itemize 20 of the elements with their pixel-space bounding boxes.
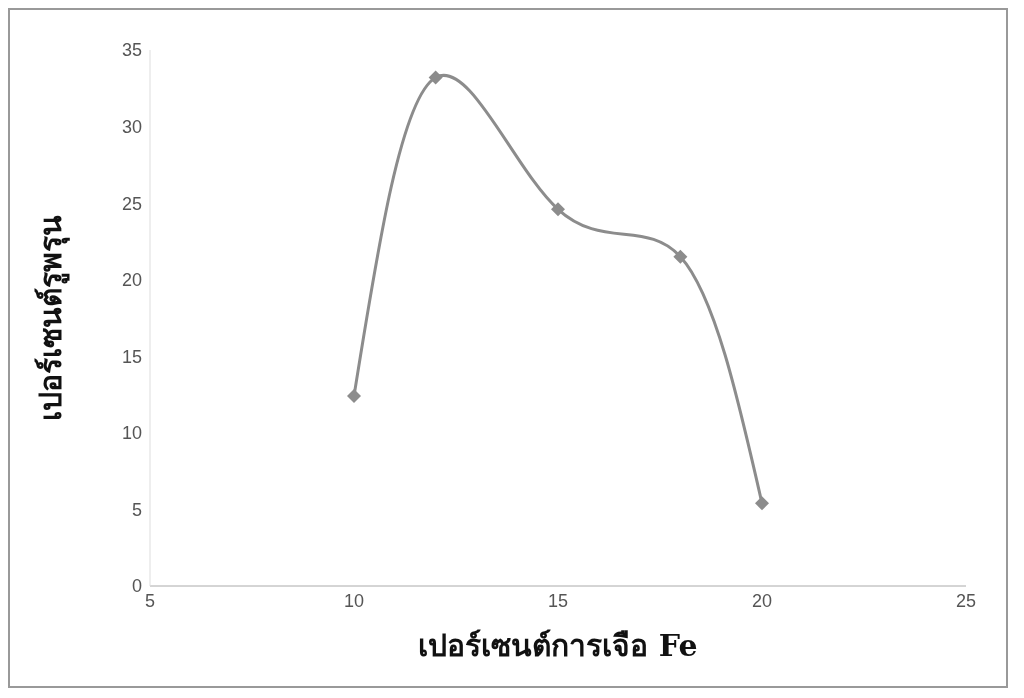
y-tick-label: 10 xyxy=(121,423,142,444)
x-tick-label: 25 xyxy=(955,590,977,611)
x-axis-title: เปอร์เซนต์การเจือ Fe xyxy=(418,628,698,663)
point xyxy=(347,389,361,404)
y-tick-label: 25 xyxy=(121,193,142,214)
y-tick-label: 20 xyxy=(121,270,142,291)
y-tick-label: 30 xyxy=(121,116,142,137)
y-tick-label: 35 xyxy=(121,40,142,61)
x-tick-label: 15 xyxy=(547,590,569,611)
x-tick-label: 5 xyxy=(144,590,156,611)
x-tick-label: 20 xyxy=(751,590,773,611)
point xyxy=(755,496,769,511)
y-tick-label: 5 xyxy=(131,499,142,520)
point xyxy=(551,202,565,217)
y-tick-label: 15 xyxy=(121,346,142,367)
point xyxy=(673,249,688,264)
x-tick-label: 10 xyxy=(343,590,365,611)
y-tick-label: 0 xyxy=(131,576,142,597)
point xyxy=(428,70,443,85)
y-axis-title: เปอร์เซนต์รูพรุน xyxy=(32,215,70,421)
